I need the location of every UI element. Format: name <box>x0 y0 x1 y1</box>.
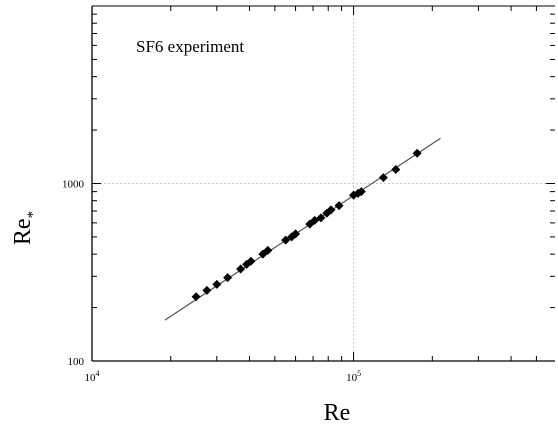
data-point <box>378 173 388 183</box>
data-point <box>281 235 291 245</box>
data-point <box>316 213 326 223</box>
data-point <box>246 256 256 266</box>
data-point <box>412 148 422 158</box>
data-point <box>212 279 222 289</box>
grid-layer <box>92 6 555 361</box>
data-point <box>236 264 246 274</box>
data-point <box>326 205 336 215</box>
y-axis-label: Re* <box>10 211 41 245</box>
labels-layer: SF6 experiment Re Re* <box>10 37 350 426</box>
data-point <box>356 187 366 197</box>
y-tick-label: 100 <box>68 356 85 368</box>
x-axis-label: Re <box>324 400 351 426</box>
x-tick-label: 105 <box>346 369 361 384</box>
data-point <box>291 229 301 239</box>
data-point <box>223 273 233 283</box>
data-point <box>202 285 212 295</box>
data-point <box>263 245 273 255</box>
points-layer <box>191 148 422 302</box>
annotation-text: SF6 experiment <box>136 37 244 56</box>
y-tick-label: 1000 <box>62 179 85 191</box>
y-axis-label-main: Re <box>10 218 36 245</box>
data-point <box>334 201 344 211</box>
y-axis-label-subscript: * <box>25 211 41 219</box>
x-tick-label: 104 <box>85 369 100 384</box>
ticks-layer: 100 1000 104 105 <box>62 6 555 384</box>
data-point <box>391 164 401 174</box>
data-point <box>191 292 201 302</box>
svg-text:Re*: Re* <box>10 211 41 245</box>
